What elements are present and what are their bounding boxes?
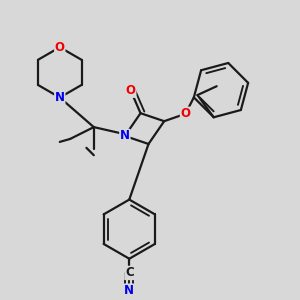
Text: N: N [55,91,65,104]
Text: N: N [124,284,134,297]
Text: C: C [125,266,134,279]
Text: O: O [55,41,65,54]
Text: O: O [181,107,190,120]
Text: O: O [126,84,136,97]
Text: N: N [120,130,130,142]
